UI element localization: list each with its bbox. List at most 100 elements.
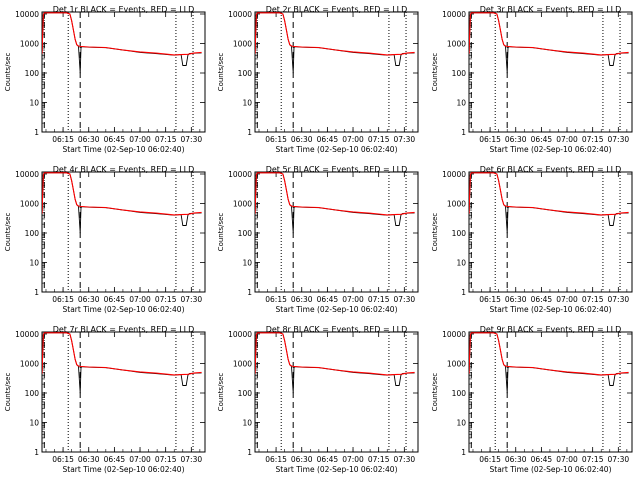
chart-6-title: Det 6r BLACK = Events, RED = LLD xyxy=(480,165,622,174)
chart-3-xtick-label: 06:15 xyxy=(479,135,501,144)
chart-6-xtick-label: 06:30 xyxy=(505,295,527,304)
chart-1-ytick-label: 10 xyxy=(29,99,39,108)
chart-9-series-1-line xyxy=(469,332,629,394)
chart-2-frame xyxy=(254,11,419,133)
chart-6-xtick-label: 06:45 xyxy=(531,295,553,304)
chart-6-series-1-line xyxy=(469,172,629,234)
chart-6-ytick-label: 1000 xyxy=(447,200,466,209)
chart-4-ytick-label: 1000 xyxy=(20,200,39,209)
chart-7-frame xyxy=(41,331,206,453)
chart-8-ylabel: Counts/sec xyxy=(217,373,225,412)
chart-6-xlabel: Start Time (02-Sep-10 06:02:40) xyxy=(490,305,612,314)
chart-5-title: Det 5r BLACK = Events, RED = LLD xyxy=(266,165,408,174)
chart-1-title: Det 1r BLACK = Events, RED = LLD xyxy=(53,5,195,14)
chart-7-ytick-label: 100 xyxy=(25,389,40,398)
chart-1-ytick-label: 1000 xyxy=(20,40,39,49)
chart-3-panel: 1 10 100 1000 10000 Counts/sec 06:15 06:30 06:45… xyxy=(431,5,633,154)
chart-2-ytick-label: 10 xyxy=(242,99,252,108)
chart-2-series-2-line xyxy=(255,12,415,56)
chart-9-panel: 1 10 100 1000 10000 Counts/sec 06:15 06:30 06:45… xyxy=(431,325,633,474)
chart-4-xtick-label: 07:30 xyxy=(181,295,203,304)
chart-1-ylabel: Counts/sec xyxy=(4,53,12,92)
chart-6-xtick-label: 06:15 xyxy=(479,295,501,304)
chart-9-series-2-line xyxy=(469,332,629,376)
chart-9-ytick-label: 1 xyxy=(461,448,466,457)
chart-3-xtick-label: 06:45 xyxy=(531,135,553,144)
chart-3-ylabel: Counts/sec xyxy=(431,53,439,92)
chart-3-series-2-line xyxy=(469,12,629,56)
chart-9-xtick-label: 07:30 xyxy=(608,455,630,464)
chart-9-ytick-label: 100 xyxy=(452,389,467,398)
chart-8-ytick-label: 10 xyxy=(242,419,252,428)
chart-9-xtick-label: 07:00 xyxy=(556,455,578,464)
chart-5-ylabel: Counts/sec xyxy=(217,213,225,252)
chart-9-series-group xyxy=(469,332,629,394)
chart-5-series-1-line xyxy=(255,172,415,234)
chart-4-frame xyxy=(41,171,206,293)
chart-3-xtick-label: 07:00 xyxy=(556,135,578,144)
chart-5-panel: 1 10 100 1000 10000 Counts/sec 06:15 06:30 06:45… xyxy=(217,165,419,314)
chart-9-xtick-label: 06:45 xyxy=(531,455,553,464)
chart-1-xlabel: Start Time (02-Sep-10 06:02:40) xyxy=(63,145,185,154)
chart-7-ylabel: Counts/sec xyxy=(4,373,12,412)
chart-3-ytick-label: 10 xyxy=(456,99,466,108)
chart-9-xtick-label: 06:15 xyxy=(479,455,501,464)
chart-6-ytick-label: 100 xyxy=(452,229,467,238)
chart-6-xtick-label: 07:15 xyxy=(582,295,604,304)
chart-7-xtick-label: 07:00 xyxy=(129,455,151,464)
chart-6-ytick-label: 1 xyxy=(461,288,466,297)
chart-2-title: Det 2r BLACK = Events, RED = LLD xyxy=(266,5,408,14)
chart-5-ytick-label: 10000 xyxy=(228,170,252,179)
chart-4-ytick-label: 10 xyxy=(29,259,39,268)
chart-7-ytick-label: 10 xyxy=(29,419,39,428)
chart-2-xtick-label: 07:15 xyxy=(368,135,390,144)
chart-6-series-group xyxy=(469,172,629,234)
chart-1-series-group xyxy=(42,12,202,74)
chart-4-panel: 1 10 100 1000 10000 Counts/sec 06:15 06:30 06:45… xyxy=(4,165,206,314)
chart-8-series-group xyxy=(255,332,415,394)
chart-7-series-2-line xyxy=(42,332,202,376)
chart-9-ytick-label: 10 xyxy=(456,419,466,428)
chart-8-ytick-label: 1000 xyxy=(233,360,252,369)
chart-3-series-group xyxy=(469,12,629,74)
chart-3-title: Det 3r BLACK = Events, RED = LLD xyxy=(480,5,622,14)
chart-3-xlabel: Start Time (02-Sep-10 06:02:40) xyxy=(490,145,612,154)
chart-8-ytick-label: 100 xyxy=(238,389,253,398)
chart-9-xlabel: Start Time (02-Sep-10 06:02:40) xyxy=(490,465,612,474)
chart-8-panel: 1 10 100 1000 10000 Counts/sec 06:15 06:30 06:45… xyxy=(217,325,419,474)
chart-4-series-1-line xyxy=(42,172,202,234)
chart-6-series-2-line xyxy=(469,172,629,216)
chart-6-xtick-label: 07:00 xyxy=(556,295,578,304)
chart-1-series-2-line xyxy=(42,12,202,56)
chart-6-ylabel: Counts/sec xyxy=(431,213,439,252)
chart-4-xtick-label: 07:15 xyxy=(155,295,177,304)
chart-9-title: Det 9r BLACK = Events, RED = LLD xyxy=(480,325,622,334)
chart-7-xtick-label: 06:15 xyxy=(52,455,74,464)
chart-8-xtick-label: 06:15 xyxy=(265,455,287,464)
chart-7-xtick-label: 06:30 xyxy=(78,455,100,464)
chart-2-series-group xyxy=(255,12,415,74)
chart-1-series-1-line xyxy=(42,12,202,74)
chart-2-xtick-label: 06:15 xyxy=(265,135,287,144)
chart-5-frame xyxy=(254,171,419,293)
chart-1-ytick-label: 100 xyxy=(25,69,40,78)
chart-3-xtick-label: 07:15 xyxy=(582,135,604,144)
chart-3-ytick-label: 1000 xyxy=(447,40,466,49)
chart-8-ytick-label: 1 xyxy=(247,448,252,457)
chart-5-series-2-line xyxy=(255,172,415,216)
chart-7-series-1-line xyxy=(42,332,202,394)
chart-1-xtick-label: 06:45 xyxy=(104,135,126,144)
chart-2-xtick-label: 06:45 xyxy=(317,135,339,144)
chart-3-ytick-label: 1 xyxy=(461,128,466,137)
chart-7-xlabel: Start Time (02-Sep-10 06:02:40) xyxy=(63,465,185,474)
chart-7-title: Det 7r BLACK = Events, RED = LLD xyxy=(53,325,195,334)
chart-5-xtick-label: 07:00 xyxy=(342,295,364,304)
chart-6-ytick-label: 10 xyxy=(456,259,466,268)
chart-8-xtick-label: 07:00 xyxy=(342,455,364,464)
chart-7-ytick-label: 1000 xyxy=(20,360,39,369)
chart-5-series-group xyxy=(255,172,415,234)
chart-2-ytick-label: 100 xyxy=(238,69,253,78)
chart-4-series-2-line xyxy=(42,172,202,216)
chart-5-ytick-label: 1000 xyxy=(233,200,252,209)
chart-5-xtick-label: 06:45 xyxy=(317,295,339,304)
